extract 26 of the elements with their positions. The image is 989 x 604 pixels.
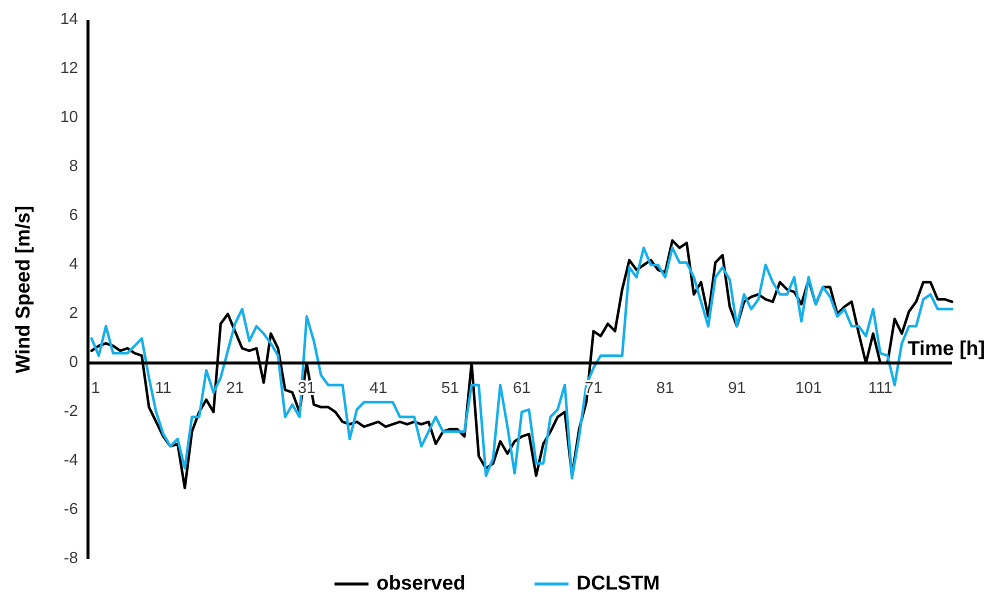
y-tick-label: -6: [64, 501, 78, 518]
y-tick-label: -4: [64, 452, 78, 470]
x-tick-label: 81: [656, 380, 674, 397]
x-tick-label: 1: [91, 380, 100, 397]
y-axis-title: Wind Speed [m/s]: [12, 206, 34, 374]
y-tick-label: -8: [64, 550, 78, 568]
x-tick-label: 21: [226, 380, 244, 397]
x-tick-label: 61: [512, 380, 531, 397]
y-tick-label: 8: [69, 158, 78, 176]
y-tick-label: 6: [69, 207, 78, 224]
x-tick-label: 11: [154, 380, 172, 397]
legend-label: DCLSTM: [576, 572, 660, 594]
y-tick-label: 0: [69, 354, 78, 372]
x-tick-label: 101: [795, 380, 822, 397]
y-tick-label: 10: [60, 109, 78, 126]
legend-label: observed: [376, 572, 466, 594]
y-tick-label: 2: [69, 305, 78, 322]
x-tick-label: 91: [728, 380, 746, 397]
x-axis-title: Time [h]: [908, 338, 985, 360]
y-tick-label: -2: [64, 403, 78, 420]
y-tick-label: 4: [69, 256, 78, 274]
y-tick-label: 14: [60, 11, 78, 28]
x-tick-label: 111: [868, 380, 893, 397]
y-tick-label: 12: [60, 60, 78, 78]
x-tick-label: 41: [369, 380, 388, 397]
x-tick-label: 51: [441, 380, 460, 397]
